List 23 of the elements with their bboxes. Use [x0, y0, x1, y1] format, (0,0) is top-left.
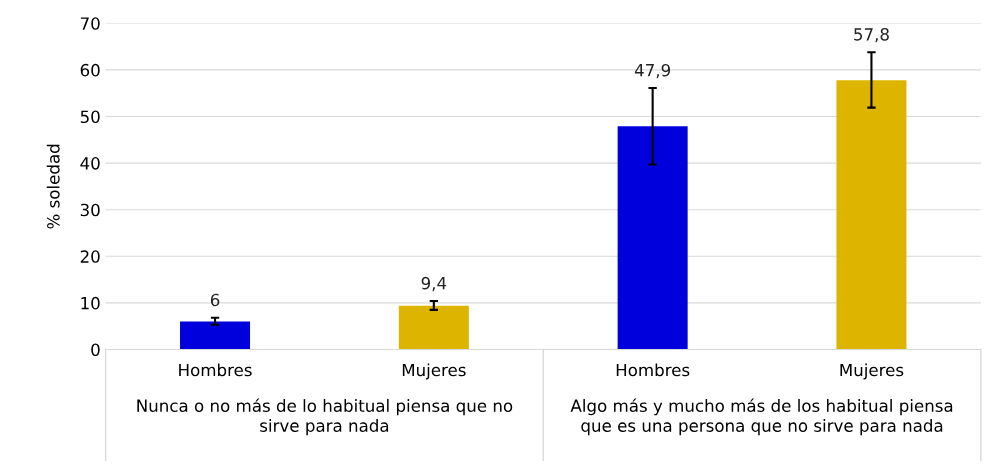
x-tick-label: Hombres [616, 363, 690, 377]
y-tick-label: 60 [80, 63, 100, 77]
bar [180, 321, 251, 350]
y-tick-label: 50 [80, 110, 100, 124]
text: Algo más y mucho más de los habitual piensa que es una persona que no sirve para nada [570, 398, 953, 436]
y-tick-label: 40 [80, 157, 100, 170]
y-tick-label: 10 [81, 296, 100, 310]
data-label: 47,9 [634, 63, 671, 79]
x-tick-label: Mujeres [840, 363, 904, 380]
text: Nunca o no más de lo habitual piensa que no sirve para nada [137, 398, 513, 436]
y-tick-label: 0 [91, 343, 100, 357]
y-tick-label: 20 [80, 250, 100, 263]
y-axis-title: % soledad [46, 144, 60, 229]
bar [836, 80, 907, 350]
y-tick-label: 70 [80, 17, 100, 30]
data-label: 9,4 [421, 276, 447, 292]
data-label: 6 [210, 293, 220, 307]
bar [398, 305, 469, 350]
x-tick-label: Hombres [179, 363, 252, 377]
bar [617, 126, 688, 350]
data-label: 57,8 [854, 28, 889, 43]
x-tick-label: Mujeres [402, 363, 466, 380]
y-tick-label: 30 [80, 203, 100, 217]
